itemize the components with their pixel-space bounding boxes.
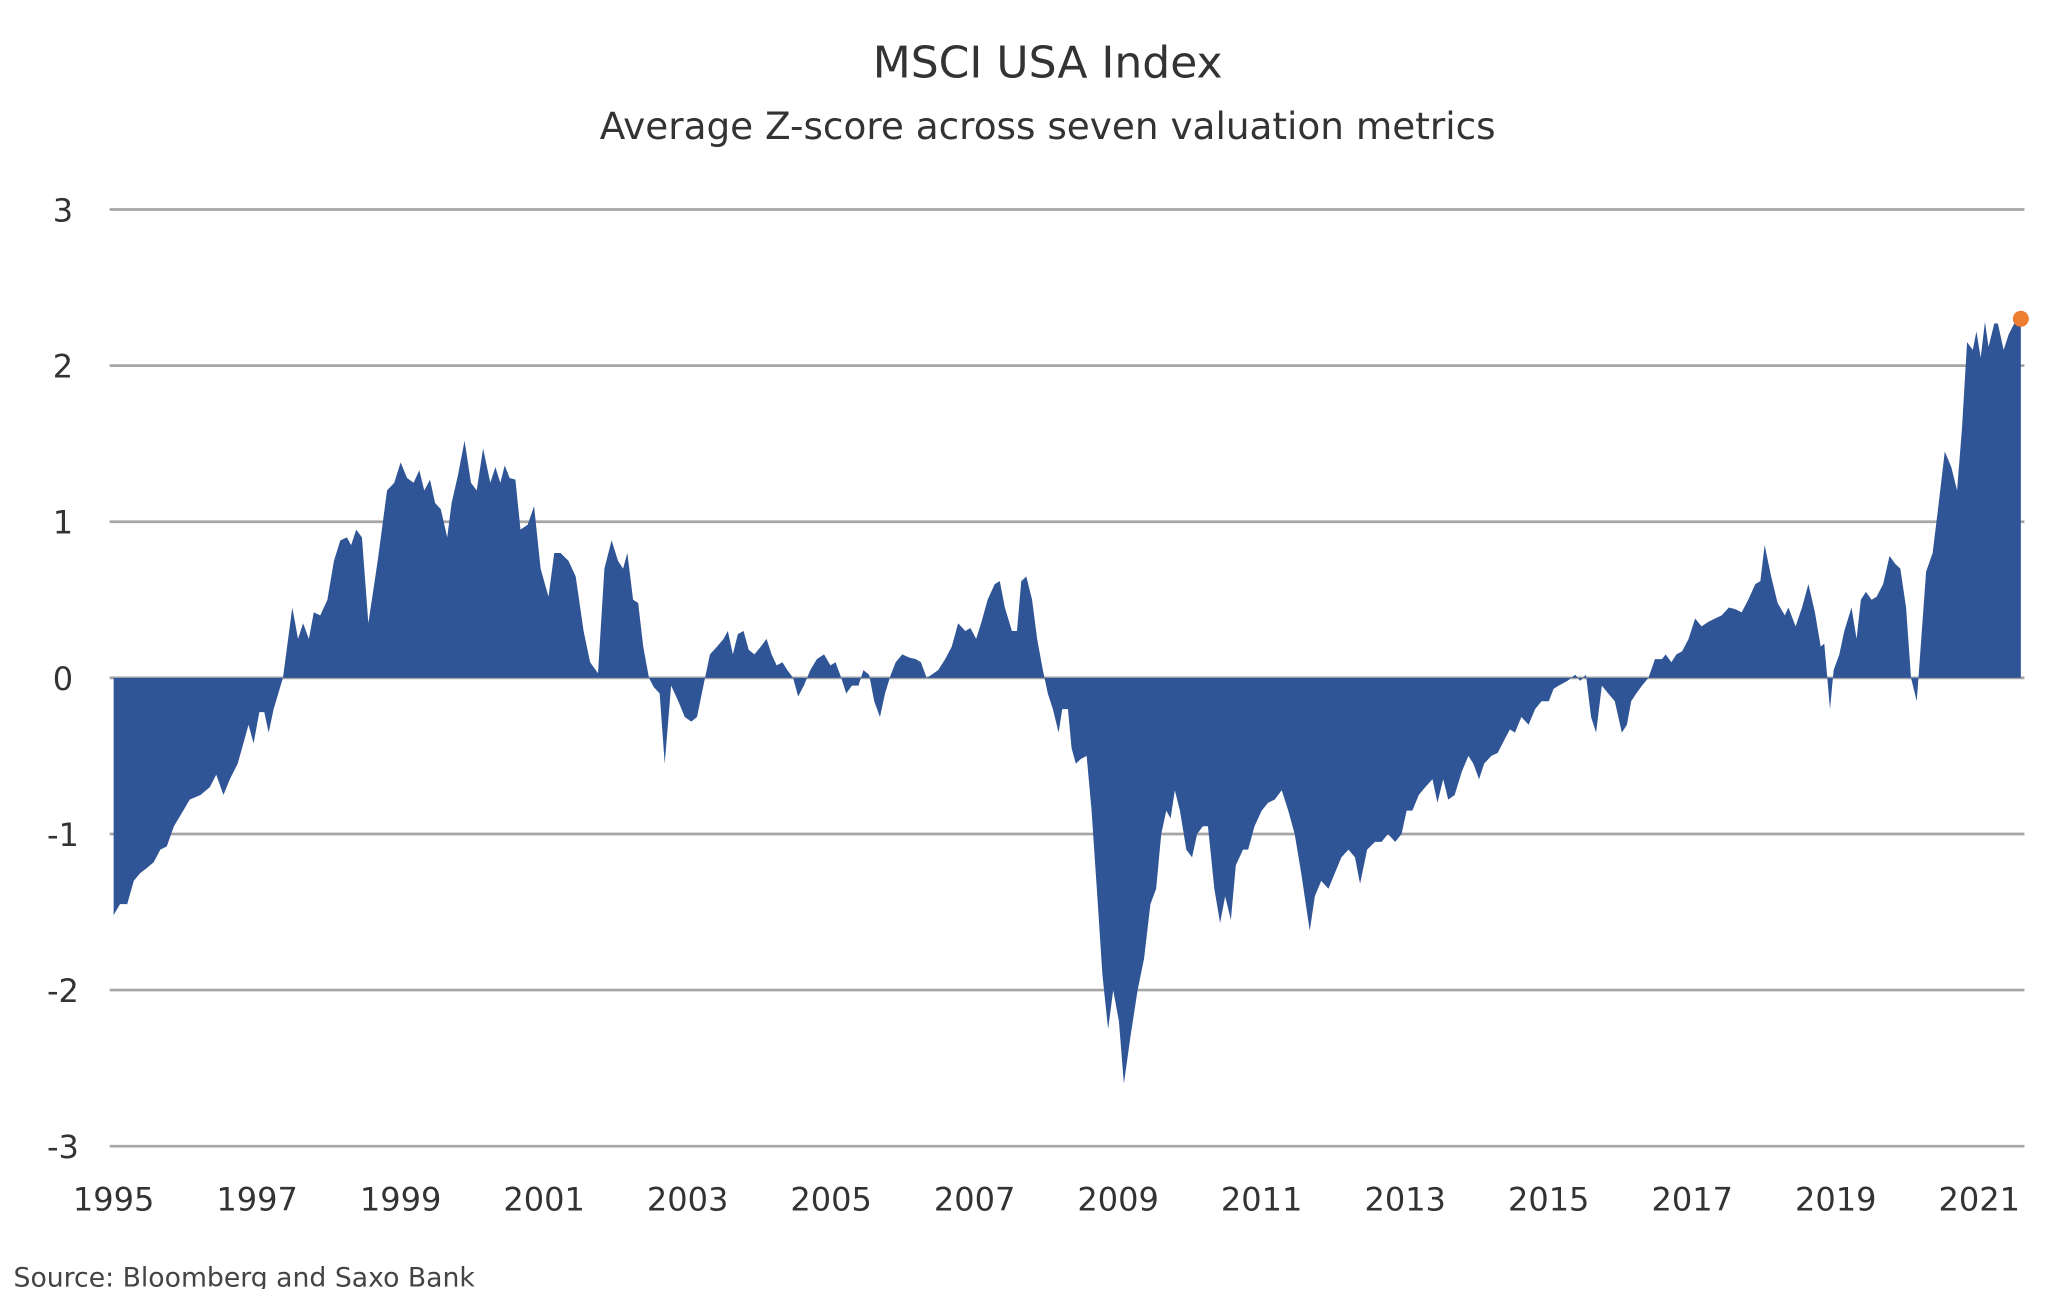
y-tick-label: -3 <box>47 1128 79 1166</box>
y-tick-label: 1 <box>53 504 73 542</box>
x-tick-label: 1999 <box>360 1180 441 1218</box>
x-tick-label: 2001 <box>503 1180 584 1218</box>
chart-subtitle: Average Z-score across seven valuation m… <box>600 104 1496 148</box>
y-tick-label: 0 <box>53 660 73 698</box>
y-tick-label: -1 <box>47 816 79 854</box>
source-note: Source: Bloomberg and Saxo Bank <box>14 1262 476 1289</box>
y-axis-ticks: 3 2 1 0 -1 -2 -3 <box>47 192 79 1167</box>
x-tick-label: 2013 <box>1364 1180 1445 1218</box>
x-tick-label: 2005 <box>790 1180 871 1218</box>
y-tick-label: 2 <box>53 348 73 386</box>
x-tick-label: 1995 <box>73 1180 154 1218</box>
latest-value-marker <box>2012 310 2029 327</box>
x-axis-ticks: 1995 1997 1999 2001 2003 2005 2007 2009 2011 2013… <box>73 1180 2020 1218</box>
x-tick-label: 1997 <box>216 1180 297 1218</box>
x-tick-label: 2021 <box>1938 1180 2019 1218</box>
x-tick-label: 2015 <box>1508 1180 1589 1218</box>
y-tick-label: 3 <box>53 192 73 230</box>
x-tick-label: 2009 <box>1077 1180 1158 1218</box>
x-tick-label: 2019 <box>1795 1180 1876 1218</box>
x-tick-label: 2003 <box>647 1180 728 1218</box>
series-area <box>113 310 2029 1084</box>
chart-title: MSCI USA Index <box>873 37 1223 88</box>
z-score-area <box>113 318 2021 1084</box>
y-tick-label: -2 <box>47 972 79 1010</box>
x-tick-label: 2011 <box>1221 1180 1302 1218</box>
x-tick-label: 2007 <box>934 1180 1015 1218</box>
x-tick-label: 2017 <box>1651 1180 1732 1218</box>
